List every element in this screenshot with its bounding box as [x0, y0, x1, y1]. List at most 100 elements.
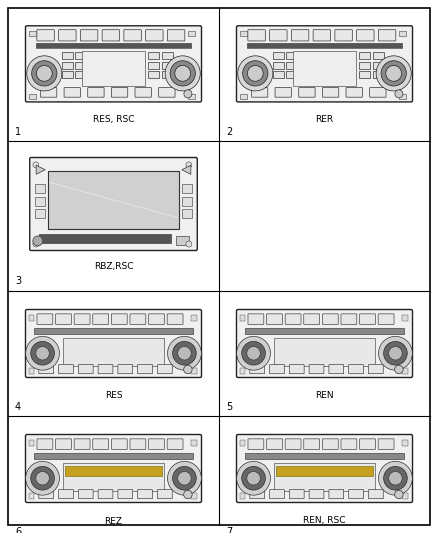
FancyBboxPatch shape: [237, 434, 413, 503]
FancyBboxPatch shape: [98, 365, 113, 374]
FancyBboxPatch shape: [248, 439, 264, 449]
Circle shape: [33, 236, 43, 246]
Circle shape: [395, 490, 403, 499]
FancyBboxPatch shape: [346, 87, 362, 97]
Circle shape: [247, 66, 263, 81]
Circle shape: [184, 490, 192, 499]
Circle shape: [168, 462, 201, 495]
Bar: [293, 51, 356, 86]
FancyBboxPatch shape: [267, 439, 283, 449]
Text: RER: RER: [315, 115, 334, 124]
FancyBboxPatch shape: [313, 30, 331, 41]
FancyBboxPatch shape: [124, 30, 141, 41]
Bar: [82, 51, 145, 86]
Circle shape: [186, 241, 192, 247]
Circle shape: [168, 336, 201, 370]
FancyBboxPatch shape: [40, 87, 57, 97]
Bar: [48, 171, 179, 229]
Circle shape: [170, 61, 195, 86]
Circle shape: [386, 66, 402, 81]
FancyBboxPatch shape: [93, 314, 109, 325]
FancyBboxPatch shape: [285, 439, 301, 449]
Circle shape: [175, 66, 191, 81]
FancyBboxPatch shape: [59, 365, 73, 374]
FancyBboxPatch shape: [349, 490, 364, 499]
Bar: [276, 465, 373, 475]
Bar: [191, 492, 197, 499]
Circle shape: [186, 162, 192, 168]
Text: REN: REN: [315, 392, 334, 400]
Circle shape: [26, 462, 60, 495]
Bar: [148, 62, 159, 69]
Text: RBZ,RSC: RBZ,RSC: [94, 262, 133, 271]
FancyBboxPatch shape: [335, 30, 352, 41]
Circle shape: [384, 466, 407, 490]
Bar: [373, 62, 384, 69]
Circle shape: [238, 56, 273, 91]
Bar: [359, 71, 371, 78]
FancyBboxPatch shape: [148, 314, 164, 325]
Bar: [75, 52, 87, 60]
FancyBboxPatch shape: [88, 87, 104, 97]
Bar: [162, 52, 173, 60]
Text: 2: 2: [226, 127, 232, 136]
Bar: [188, 31, 195, 36]
Text: 3: 3: [15, 276, 21, 286]
Bar: [373, 71, 384, 78]
FancyBboxPatch shape: [269, 490, 284, 499]
FancyBboxPatch shape: [248, 30, 265, 41]
FancyBboxPatch shape: [159, 87, 175, 97]
FancyBboxPatch shape: [322, 87, 339, 97]
Circle shape: [184, 90, 192, 98]
Bar: [272, 71, 284, 78]
FancyBboxPatch shape: [102, 30, 120, 41]
Bar: [240, 440, 245, 447]
Bar: [399, 31, 406, 36]
FancyBboxPatch shape: [64, 87, 81, 97]
FancyBboxPatch shape: [309, 365, 324, 374]
Polygon shape: [182, 165, 191, 174]
FancyBboxPatch shape: [290, 365, 304, 374]
Circle shape: [381, 61, 406, 86]
Circle shape: [32, 61, 57, 86]
Bar: [62, 52, 73, 60]
FancyBboxPatch shape: [25, 26, 201, 102]
FancyBboxPatch shape: [78, 490, 93, 499]
Bar: [182, 209, 192, 219]
FancyBboxPatch shape: [341, 439, 357, 449]
Bar: [64, 463, 164, 491]
FancyBboxPatch shape: [118, 490, 133, 499]
FancyBboxPatch shape: [74, 439, 90, 449]
FancyBboxPatch shape: [167, 439, 183, 449]
FancyBboxPatch shape: [130, 439, 146, 449]
FancyBboxPatch shape: [93, 439, 109, 449]
Bar: [35, 184, 45, 193]
Bar: [29, 440, 34, 447]
Bar: [245, 328, 404, 334]
Bar: [35, 197, 45, 206]
FancyBboxPatch shape: [368, 365, 383, 374]
Circle shape: [237, 462, 270, 495]
FancyBboxPatch shape: [59, 30, 76, 41]
FancyBboxPatch shape: [74, 314, 90, 325]
FancyBboxPatch shape: [378, 30, 396, 41]
FancyBboxPatch shape: [290, 490, 304, 499]
Bar: [403, 368, 407, 374]
FancyBboxPatch shape: [250, 365, 265, 374]
FancyBboxPatch shape: [378, 439, 394, 449]
FancyBboxPatch shape: [98, 490, 113, 499]
Circle shape: [242, 342, 265, 365]
Bar: [399, 94, 406, 99]
FancyBboxPatch shape: [81, 30, 98, 41]
FancyBboxPatch shape: [145, 30, 163, 41]
Circle shape: [184, 365, 192, 374]
FancyBboxPatch shape: [299, 87, 315, 97]
FancyBboxPatch shape: [267, 314, 283, 325]
Bar: [403, 315, 407, 321]
Text: REN, RSC: REN, RSC: [303, 516, 346, 526]
Circle shape: [389, 472, 402, 485]
Circle shape: [36, 66, 52, 81]
Bar: [29, 368, 34, 374]
Bar: [182, 197, 192, 206]
Circle shape: [395, 365, 403, 374]
